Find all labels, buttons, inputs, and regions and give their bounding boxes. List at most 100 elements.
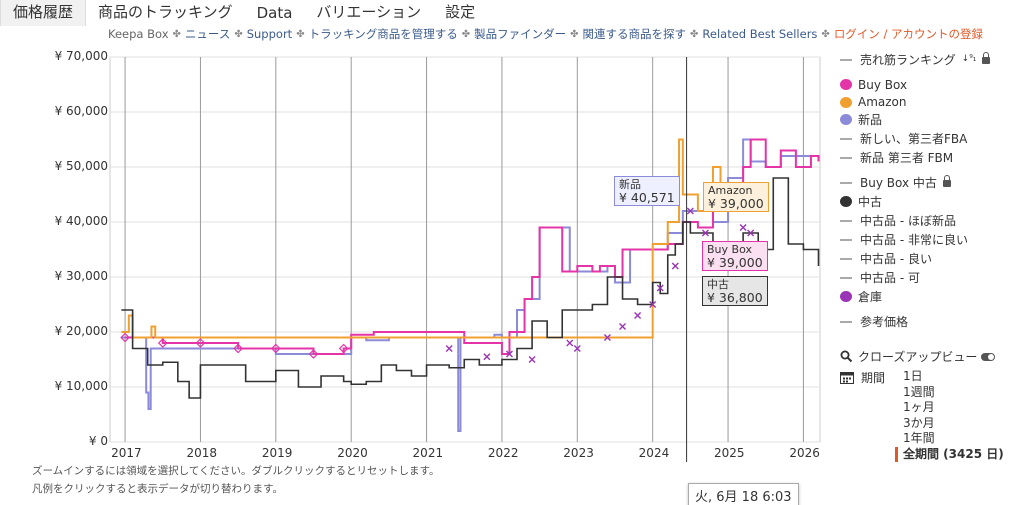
legend-warehouse-label: 倉庫 bbox=[858, 290, 883, 304]
lock-icon bbox=[942, 175, 951, 187]
legend-buy-box-used-label: Buy Box 中古 bbox=[860, 176, 937, 190]
lock-icon bbox=[982, 52, 991, 64]
period-all-time[interactable]: 全期間 (3425 日) bbox=[895, 446, 1004, 462]
chart-legend: 売れ筋ランキング ↓⁹₁ Buy Box Amazon 新品 新しい、第三者FB… bbox=[840, 50, 1024, 331]
period-1-day[interactable]: 1日 bbox=[903, 369, 923, 383]
callout-buy-box-value: ¥ 39,000 bbox=[707, 255, 763, 270]
callout-amazon-label: Amazon bbox=[708, 184, 753, 197]
warehouse-point bbox=[747, 229, 755, 237]
tab-settings[interactable]: 設定 bbox=[445, 3, 476, 21]
nav-product-finder[interactable]: 製品ファインダー bbox=[474, 27, 567, 41]
line-icon bbox=[840, 181, 852, 184]
help-text-legend: 凡例をクリックすると表示データが切り替わります。 bbox=[32, 483, 283, 495]
nav-related-products[interactable]: 関連する商品を探す bbox=[582, 27, 687, 41]
legend-new-fba-label: 新しい、第三者FBA bbox=[860, 132, 968, 146]
separator-icon: ✤ bbox=[172, 28, 181, 40]
calendar-icon bbox=[840, 372, 854, 384]
nav-login[interactable]: ログイン / アカウントの登録 bbox=[833, 27, 983, 41]
legend-used-label: 中古 bbox=[858, 195, 883, 209]
tab-variations[interactable]: バリエーション bbox=[316, 3, 422, 21]
tab-tracking[interactable]: 商品のトラッキング bbox=[98, 3, 233, 21]
dot-icon bbox=[840, 291, 852, 302]
callout-amazon-value: ¥ 39,000 bbox=[708, 196, 764, 211]
period-3-months[interactable]: 3か月 bbox=[903, 415, 935, 430]
legend-sales-rank-label: 売れ筋ランキング bbox=[860, 53, 956, 67]
legend-buy-box-used[interactable]: Buy Box 中古 bbox=[840, 173, 1024, 192]
buy-box-point bbox=[308, 349, 319, 359]
separator-icon: ✤ bbox=[821, 28, 830, 40]
legend-sales-rank[interactable]: 売れ筋ランキング ↓⁹₁ bbox=[840, 50, 1024, 69]
legend-used-like-new[interactable]: 中古品 - ほぼ新品 bbox=[840, 211, 1024, 230]
legend-amazon-label: Amazon bbox=[858, 95, 907, 109]
y-tick-label: ¥ 60,000 bbox=[54, 104, 108, 118]
period-1-week[interactable]: 1週間 bbox=[903, 384, 935, 399]
warehouse-point bbox=[701, 229, 709, 237]
callout-buy-box: Buy Box ¥ 39,000 bbox=[702, 241, 768, 271]
legend-buy-box[interactable]: Buy Box bbox=[840, 75, 1024, 94]
price-history-chart[interactable]: ¥ 0 ¥ 10,000 ¥ 20,000 ¥ 30,000 ¥ 40,000 ¥ 50,… bbox=[0, 42, 830, 462]
closeup-toggle-row[interactable]: クローズアップビュー bbox=[840, 348, 996, 365]
sort-icon[interactable]: ↓⁹₁ bbox=[961, 54, 977, 64]
nav-support[interactable]: Support bbox=[246, 27, 293, 41]
legend-warehouse[interactable]: 倉庫 bbox=[840, 287, 1024, 306]
buy-box-point bbox=[195, 338, 206, 348]
tab-price-history[interactable]: 価格履歴 bbox=[0, 0, 87, 26]
legend-used-like-new-label: 中古品 - ほぼ新品 bbox=[860, 214, 956, 228]
callout-new-value: ¥ 40,571 bbox=[619, 190, 675, 205]
y-tick-label: ¥ 30,000 bbox=[54, 269, 108, 283]
warehouse-point bbox=[483, 353, 491, 361]
warehouse-point bbox=[739, 224, 747, 231]
dot-icon bbox=[840, 114, 852, 125]
toggle-icon[interactable] bbox=[981, 352, 996, 361]
x-tick-label: 2017 bbox=[111, 446, 142, 460]
legend-new[interactable]: 新品 bbox=[840, 110, 1024, 129]
x-tick-label: 2022 bbox=[487, 446, 519, 460]
y-tick-label: ¥ 20,000 bbox=[54, 324, 108, 338]
legend-reference-price[interactable]: 参考価格 bbox=[840, 312, 1024, 331]
dot-icon bbox=[840, 96, 852, 108]
buy-box-point bbox=[120, 332, 130, 343]
callout-amazon: Amazon ¥ 39,000 bbox=[703, 182, 769, 212]
tab-data[interactable]: Data bbox=[256, 4, 293, 22]
legend-amazon[interactable]: Amazon bbox=[840, 94, 1024, 110]
chart-svg[interactable] bbox=[0, 42, 830, 462]
buy-box-point bbox=[338, 343, 349, 354]
nav-news[interactable]: ニュース bbox=[184, 27, 231, 41]
legend-new-fbm[interactable]: 新品 第三者 FBM bbox=[840, 148, 1024, 167]
y-tick-label: ¥ 50,000 bbox=[54, 159, 108, 173]
separator-icon: ✤ bbox=[461, 28, 471, 40]
legend-new-fba[interactable]: 新しい、第三者FBA bbox=[840, 129, 1024, 148]
help-text-zoom: ズームインするには領域を選択してください。ダブルクリックするとリセットします。 bbox=[32, 465, 440, 477]
line-icon bbox=[840, 219, 852, 222]
callout-used-value: ¥ 36,800 bbox=[707, 290, 763, 305]
separator-icon: ✤ bbox=[234, 28, 243, 40]
warehouse-point bbox=[649, 301, 657, 308]
x-tick-label: 2026 bbox=[789, 446, 820, 460]
x-tick-label: 2018 bbox=[186, 446, 217, 460]
warehouse-point bbox=[445, 345, 453, 352]
warehouse-point bbox=[686, 207, 694, 215]
period-label-row: 期間 bbox=[840, 369, 885, 386]
callout-used-label: 中古 bbox=[707, 278, 729, 291]
crosshair-date-tooltip: 火, 6月 18 6:03 bbox=[688, 483, 799, 505]
plot-area bbox=[109, 56, 821, 443]
y-tick-label: ¥ 0 bbox=[88, 434, 108, 448]
legend-buy-box-label: Buy Box bbox=[858, 77, 908, 92]
nav-keepa-box[interactable]: Keepa Box bbox=[108, 27, 169, 41]
legend-used[interactable]: 中古 bbox=[840, 192, 1024, 211]
legend-reference-price-label: 参考価格 bbox=[860, 315, 909, 329]
period-1-month[interactable]: 1ヶ月 bbox=[903, 400, 935, 414]
y-tick-label: ¥ 40,000 bbox=[54, 214, 108, 228]
period-1-year[interactable]: 1年間 bbox=[903, 431, 935, 445]
warehouse-point bbox=[505, 350, 513, 358]
x-tick-label: 2023 bbox=[563, 446, 594, 460]
x-tick-label: 2021 bbox=[412, 446, 444, 460]
legend-used-very-good[interactable]: 中古品 - 非常に良い bbox=[840, 230, 1024, 249]
line-icon bbox=[840, 238, 852, 241]
nav-manage-tracking[interactable]: トラッキング商品を管理する bbox=[308, 27, 458, 41]
legend-used-good[interactable]: 中古品 - 良い bbox=[840, 249, 1024, 268]
sub-navigation: Keepa Box ✤ ニュース ✤ Support ✤ トラッキング商品を管理… bbox=[108, 26, 983, 42]
buy-box-point bbox=[157, 338, 168, 348]
legend-used-acceptable[interactable]: 中古品 - 可 bbox=[840, 268, 1024, 287]
nav-related-best-sellers[interactable]: Related Best Sellers bbox=[702, 27, 818, 41]
